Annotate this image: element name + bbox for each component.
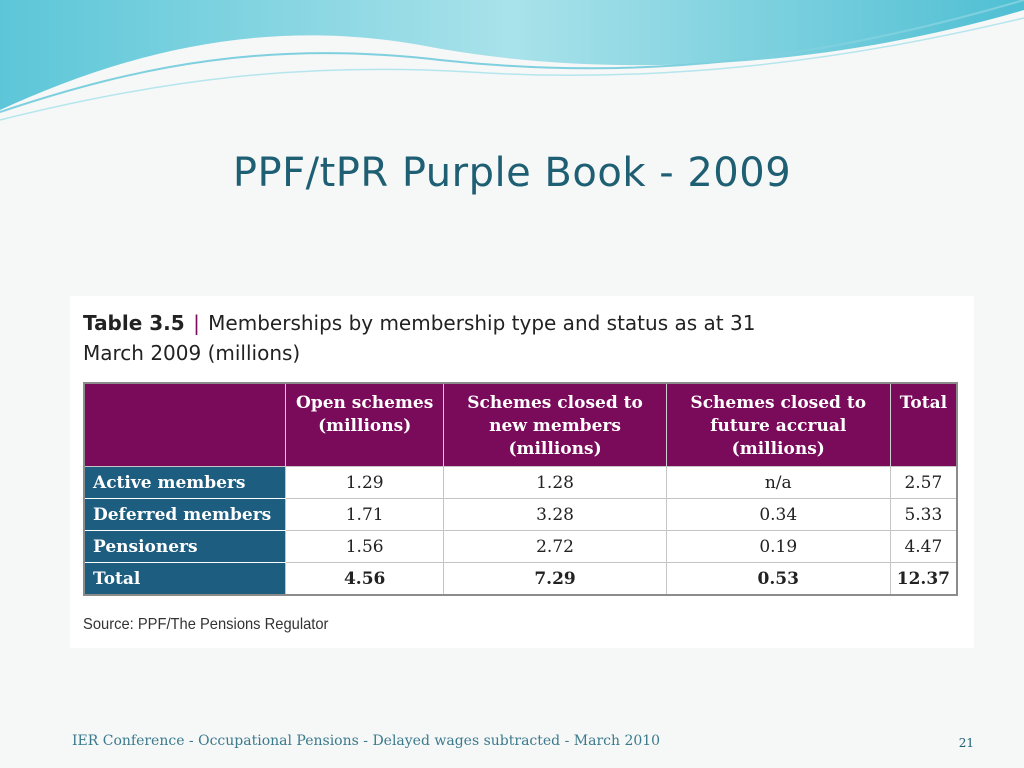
row-label: Active members xyxy=(83,466,286,499)
table-cell: 1.28 xyxy=(443,466,667,499)
header-corner-cell xyxy=(84,383,286,467)
table-cell: n/a xyxy=(665,466,891,499)
table-cell: 12.37 xyxy=(889,562,958,596)
table-cell: 1.71 xyxy=(284,498,445,531)
table-row: Deferred members 1.71 3.28 0.34 5.33 xyxy=(83,498,958,531)
table-cell: 0.34 xyxy=(665,498,891,531)
row-label: Total xyxy=(83,562,286,596)
table-cell: 7.29 xyxy=(443,562,667,596)
table-header-row: Open schemes (millions) Schemes closed t… xyxy=(84,383,957,467)
table-number: Table 3.5 xyxy=(83,311,185,335)
membership-table: Open schemes (millions) Schemes closed t… xyxy=(83,382,958,596)
table-row: Active members 1.29 1.28 n/a 2.57 xyxy=(83,466,958,499)
table-cell: 0.53 xyxy=(665,562,891,596)
table-caption-text: Memberships by membership type and statu… xyxy=(83,311,756,365)
caption-separator: | xyxy=(193,311,200,335)
table-cell: 4.47 xyxy=(889,530,958,563)
column-header: Total xyxy=(889,383,957,467)
table-caption: Table 3.5 | Memberships by membership ty… xyxy=(83,308,783,368)
header-wave-decoration xyxy=(0,0,1024,121)
table-cell: 1.56 xyxy=(284,530,445,563)
column-header: Schemes closed to new members (millions) xyxy=(443,383,667,467)
table-cell: 4.56 xyxy=(284,562,445,596)
table-total-row: Total 4.56 7.29 0.53 12.37 xyxy=(83,562,958,596)
table-row: Pensioners 1.56 2.72 0.19 4.47 xyxy=(83,530,958,563)
column-header: Open schemes (millions) xyxy=(284,383,444,467)
row-label: Deferred members xyxy=(83,498,286,531)
slide-title: PPF/tPR Purple Book - 2009 xyxy=(232,150,792,196)
table-cell: 3.28 xyxy=(443,498,667,531)
column-header: Schemes closed to future accrual (millio… xyxy=(665,383,891,467)
row-label: Pensioners xyxy=(83,530,286,563)
table-cell: 2.57 xyxy=(889,466,958,499)
table-panel: Table 3.5 | Memberships by membership ty… xyxy=(70,296,974,648)
page-number: 21 xyxy=(958,736,974,750)
table-cell: 5.33 xyxy=(889,498,958,531)
source-note: Source: PPF/The Pensions Regulator xyxy=(83,616,329,633)
table-cell: 2.72 xyxy=(443,530,667,563)
table-cell: 0.19 xyxy=(665,530,891,563)
table-cell: 1.29 xyxy=(284,466,445,499)
slide-footer: IER Conference - Occupational Pensions -… xyxy=(72,733,661,749)
